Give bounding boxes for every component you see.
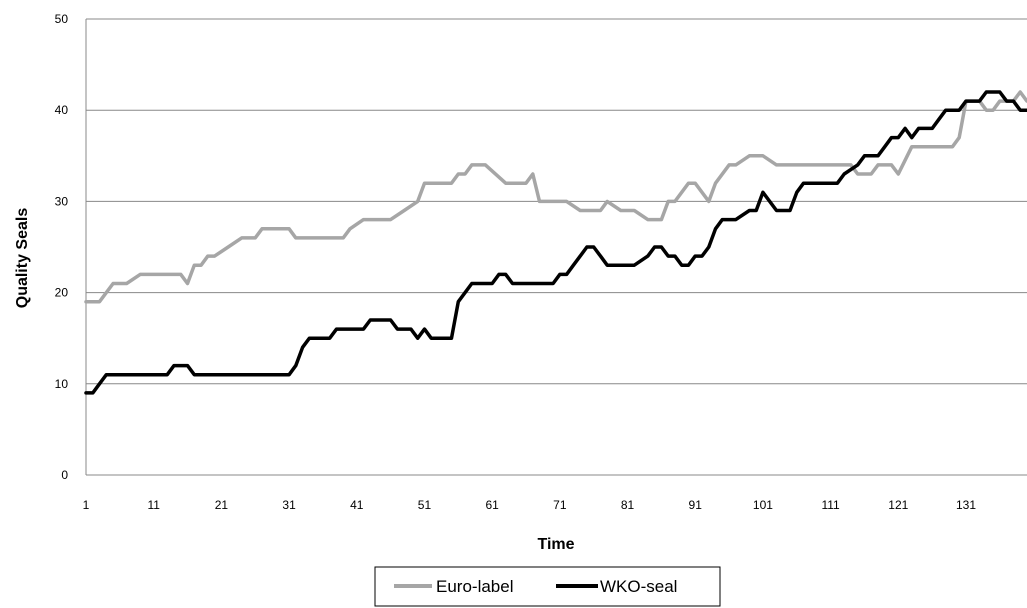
y-axis-title: Quality Seals xyxy=(14,208,31,309)
x-axis-title: Time xyxy=(537,536,574,553)
x-tick-label-131: 131 xyxy=(956,498,976,512)
y-axis-ticks: 0 10 20 30 40 50 xyxy=(55,12,69,482)
legend-label-wko-seal: WKO-seal xyxy=(600,577,677,596)
x-tick-label-111: 111 xyxy=(821,498,840,512)
x-tick-label-31: 31 xyxy=(282,498,296,512)
y-tick-label-20: 20 xyxy=(55,286,69,300)
legend-label-euro-label: Euro-label xyxy=(436,577,514,596)
series-lines xyxy=(84,90,1027,395)
legend: Euro-label WKO-seal xyxy=(374,566,721,607)
x-tick-label-91: 91 xyxy=(689,498,703,512)
x-tick-label-81: 81 xyxy=(621,498,635,512)
x-tick-label-21: 21 xyxy=(215,498,229,512)
x-tick-label-101: 101 xyxy=(753,498,773,512)
y-tick-label-10: 10 xyxy=(55,377,69,391)
x-tick-label-61: 61 xyxy=(485,498,499,512)
series-line-wko-seal xyxy=(84,90,1027,395)
x-axis-ticks: 1 11 21 31 41 51 61 71 81 91 101 111 121 131 xyxy=(83,498,977,512)
axes xyxy=(85,19,1027,476)
y-tick-label-0: 0 xyxy=(61,468,68,482)
legend-box xyxy=(374,566,721,607)
x-tick-label-121: 121 xyxy=(888,498,908,512)
x-tick-label-51: 51 xyxy=(418,498,432,512)
x-tick-label-11: 11 xyxy=(147,498,160,512)
series-line-euro-label xyxy=(84,90,1027,304)
x-tick-label-71: 71 xyxy=(553,498,567,512)
y-tick-label-30: 30 xyxy=(55,194,69,208)
x-tick-label-1: 1 xyxy=(83,498,90,512)
y-tick-label-50: 50 xyxy=(55,12,69,26)
x-tick-label-41: 41 xyxy=(350,498,364,512)
y-tick-label-40: 40 xyxy=(55,103,69,117)
